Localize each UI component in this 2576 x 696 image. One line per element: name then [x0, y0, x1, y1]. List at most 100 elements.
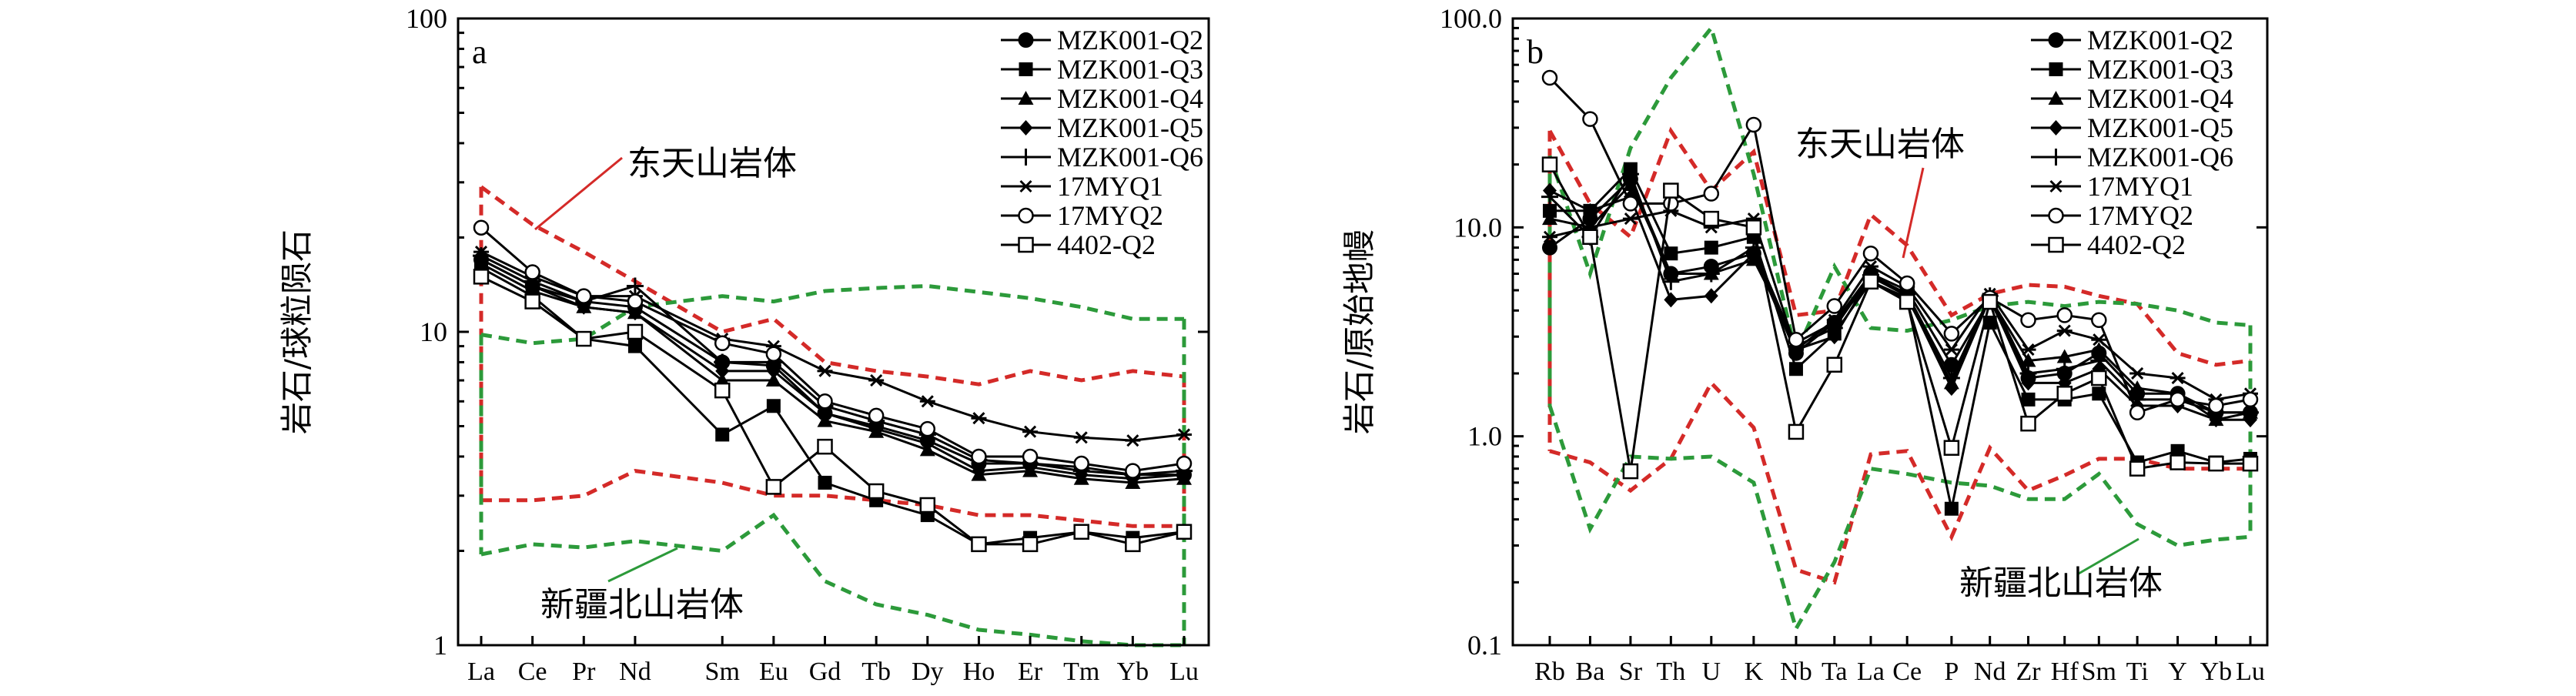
point-17MYQ2-Th	[1663, 196, 1679, 212]
legend: MZK001-Q2MZK001-Q3MZK001-Q4MZK001-Q5MZK0…	[1001, 25, 1203, 260]
point-MZK001-Q5-Zr	[2021, 375, 2036, 391]
x-label-Lu: Lu	[2236, 658, 2265, 686]
x-label-Yb: Yb	[1117, 658, 1149, 686]
envelope-green-upper	[1547, 24, 2251, 360]
point-17MYQ2-Ce	[524, 264, 540, 280]
point-4402-Q2-Ba	[1582, 229, 1598, 245]
point-MZK001-Q5-Ho	[972, 463, 986, 479]
point-17MYQ1-Ti	[2129, 366, 2146, 380]
envelope-red-lower	[1549, 380, 2250, 585]
legend-item-MZK001-Q4: MZK001-Q4	[2031, 83, 2233, 114]
point-4402-Q2-Ti	[2129, 460, 2146, 477]
point-MZK001-Q6-P	[1942, 370, 1960, 387]
y-tick-label: 10.0	[1454, 212, 1502, 243]
x-label-Rb: Rb	[1534, 658, 1565, 686]
legend-label: MZK001-Q4	[1057, 83, 1203, 114]
envelope-green-upper	[480, 283, 1184, 346]
x-label-Nd: Nd	[1974, 658, 2006, 686]
point-17MYQ1-Y	[2170, 371, 2186, 385]
legend-marker-MZK001-Q5	[1019, 120, 1033, 136]
point-17MYQ2-Sr	[1622, 196, 1639, 212]
envelope-green-lower	[480, 512, 1184, 647]
point-MZK001-Q6-U	[1702, 265, 1720, 283]
point-17MYQ1-Er	[1022, 425, 1039, 438]
point-4402-Q2-Dy	[919, 497, 936, 514]
x-label-Er: Er	[1018, 658, 1043, 686]
panel-a-chart: 1 10 100 La Ce Pr Nd Sm Eu Gd Tb Dy Ho Er Tm Yb Lu a 岩石/球粒…	[278, 3, 1210, 686]
point-4402-Q2-Tm	[1073, 524, 1089, 540]
point-17MYQ1-Dy	[919, 395, 935, 408]
series-line-MZK001-Q5	[480, 258, 1185, 480]
point-4402-Q2-Yb	[2208, 455, 2224, 472]
point-MZK001-Q3-Sm	[715, 427, 730, 442]
x-label-Dy: Dy	[912, 658, 944, 686]
envelope-red-upper	[480, 185, 1185, 386]
point-17MYQ2-Lu	[2242, 391, 2259, 408]
legend-label: MZK001-Q6	[1057, 142, 1203, 172]
annotation-leader-0	[1902, 167, 1925, 259]
point-17MYQ2-Ho	[971, 448, 987, 465]
annotation-label-1: 新疆北山岩体	[540, 585, 744, 624]
point-17MYQ2-La	[1862, 245, 1879, 262]
series-line-4402-Q2	[480, 275, 1185, 546]
point-MZK001-Q3-P	[1944, 501, 1959, 516]
point-17MYQ1-Sr	[1622, 212, 1638, 226]
legend-item-17MYQ1: 17MYQ1	[1001, 171, 1163, 202]
point-MZK001-Q3-Nb	[1788, 362, 1803, 376]
point-MZK001-Q5-P	[1944, 380, 1959, 397]
point-MZK001-Q2-Rb	[1542, 239, 1557, 256]
annotation-label-1: 新疆北山岩体	[1959, 564, 2163, 603]
legend-label: MZK001-Q6	[2087, 142, 2233, 172]
point-17MYQ2-La	[473, 219, 490, 236]
legend-item-MZK001-Q3: MZK001-Q3	[2031, 54, 2233, 85]
x-label-Nd: Nd	[619, 658, 651, 686]
x-label-U: U	[1702, 658, 1721, 686]
annotation-leader-1	[2078, 537, 2139, 575]
legend-item-MZK001-Q2: MZK001-Q2	[1001, 25, 1203, 55]
legend-item-MZK001-Q4: MZK001-Q4	[1001, 83, 1203, 114]
series-4402-Q2	[1541, 156, 2259, 480]
point-MZK001-Q6-Rb	[1541, 188, 1558, 206]
point-4402-Q2-Tb	[868, 483, 885, 500]
legend-item-MZK001-Q5: MZK001-Q5	[1001, 112, 1203, 143]
x-label-Sm: Sm	[2082, 658, 2116, 686]
legend-item-MZK001-Q2: MZK001-Q2	[2031, 25, 2233, 55]
point-MZK001-Q4-Eu	[765, 373, 781, 387]
point-17MYQ2-Y	[2170, 391, 2186, 408]
point-17MYQ2-Dy	[919, 420, 936, 437]
point-4402-Q2-Sr	[1622, 463, 1639, 480]
point-MZK001-Q5-U	[1704, 288, 1718, 304]
point-17MYQ2-Sm	[2091, 312, 2107, 328]
point-MZK001-Q5-Dy	[920, 436, 935, 452]
x-label-Sr: Sr	[1619, 658, 1643, 686]
point-4402-Q2-Zr	[2020, 415, 2036, 432]
point-MZK001-Q3-Nd	[627, 339, 642, 353]
point-17MYQ1-Sm	[2091, 333, 2107, 346]
point-4402-Q2-Yb	[1125, 536, 1141, 553]
point-17MYQ1-Rb	[1542, 230, 1557, 243]
y-axis-label: 岩石/球粒陨石	[278, 229, 316, 434]
annotation-leader-1	[607, 547, 678, 583]
x-label-Ho: Ho	[963, 658, 995, 686]
legend-marker-MZK001-Q3	[2049, 62, 2063, 76]
point-MZK001-Q5-Eu	[766, 363, 781, 379]
point-17MYQ2-Pr	[576, 288, 592, 304]
legend-marker-17MYQ1	[2048, 179, 2064, 193]
point-4402-Q2-Eu	[765, 479, 782, 495]
point-MZK001-Q6-Sm	[2090, 352, 2108, 370]
x-label-Ti: Ti	[2126, 658, 2149, 686]
point-17MYQ2-Nd	[627, 293, 644, 310]
point-17MYQ1-Ta	[1826, 313, 1842, 326]
point-MZK001-Q6-K	[1745, 239, 1762, 256]
point-17MYQ1-Ho	[971, 412, 987, 425]
panel-letter: b	[1527, 33, 1544, 71]
legend-marker-4402-Q2	[1018, 236, 1034, 253]
point-MZK001-Q6-Hf	[2056, 360, 2073, 378]
point-17MYQ2-Zr	[2020, 312, 2036, 328]
series-line-MZK001-Q2	[480, 258, 1184, 477]
legend-item-17MYQ2: 17MYQ2	[2031, 200, 2193, 231]
point-4402-Q2-Ta	[1826, 356, 1843, 373]
point-17MYQ1-La	[473, 246, 489, 259]
point-MZK001-Q4-Hf	[2056, 349, 2073, 363]
